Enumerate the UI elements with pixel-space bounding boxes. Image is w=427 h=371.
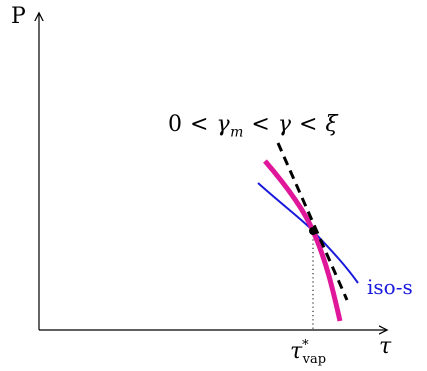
inequality-zero: 0 bbox=[168, 112, 183, 137]
inequality-gamma: γ bbox=[277, 112, 292, 137]
tau-vap-symbol: τ bbox=[290, 339, 303, 364]
inequality-lt-2: < bbox=[251, 112, 271, 137]
inequality-lt-3: < bbox=[298, 112, 318, 137]
tau-vap-label: τ*vap bbox=[290, 338, 326, 367]
tau-vap-star: * bbox=[302, 338, 309, 353]
inequality-label: 0 < γm < γ < ξ bbox=[168, 112, 338, 140]
dashed-tangent-line bbox=[276, 142, 349, 301]
inequality-lt-1: < bbox=[190, 112, 209, 137]
inequality-xi: ξ bbox=[325, 112, 339, 137]
iso-s-curve bbox=[257, 182, 359, 284]
intersection-point bbox=[309, 227, 317, 235]
tau-vap-subscript: vap bbox=[302, 352, 327, 367]
y-axis-label: P bbox=[11, 4, 26, 29]
inequality-gamma-m: γ bbox=[216, 112, 231, 137]
magenta-curve bbox=[263, 159, 343, 322]
inequality-m-subscript: m bbox=[230, 124, 244, 141]
x-axis-label: τ bbox=[379, 334, 392, 359]
iso-s-label: iso-s bbox=[367, 275, 413, 299]
